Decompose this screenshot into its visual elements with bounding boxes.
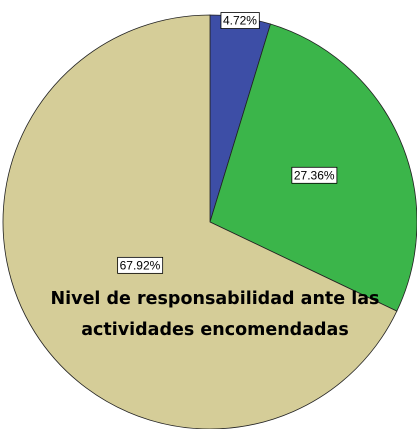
data-label-box [291,166,338,184]
data-label-group: 27.36% [291,166,338,184]
data-label-group: 67.92% [117,256,164,274]
data-label-box [117,256,164,274]
data-label: 27.36% [294,168,335,182]
pie-slice [2,14,398,429]
data-label: 4.72% [223,14,257,28]
data-label-box [220,12,260,29]
data-label-group: 4.72% [220,12,260,29]
data-label: 67.92% [120,258,161,272]
chart-title: Nivel de responsabilidad ante las activi… [50,289,380,340]
